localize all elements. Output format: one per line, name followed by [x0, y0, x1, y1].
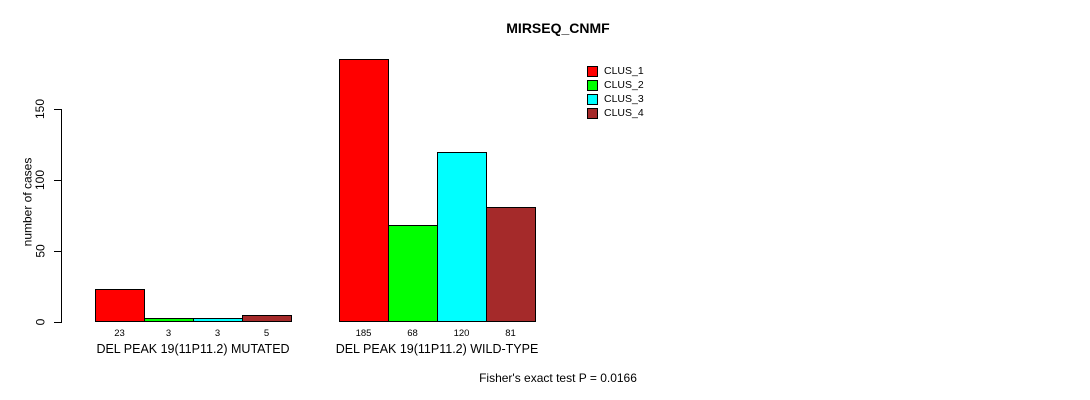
- bar-value-label: 3: [165, 328, 172, 339]
- legend-label: CLUS_3: [604, 93, 644, 105]
- legend-swatch: [587, 94, 598, 105]
- legend-label: CLUS_1: [604, 65, 644, 77]
- legend-label: CLUS_4: [604, 107, 644, 119]
- bar: [95, 289, 145, 322]
- x-group-label: DEL PEAK 19(11P11.2) MUTATED: [96, 342, 290, 356]
- y-axis-line: [61, 109, 62, 323]
- y-axis-label: number of cases: [19, 157, 34, 246]
- bar-value-label: 120: [453, 328, 470, 339]
- bar-value-label: 5: [263, 328, 270, 339]
- legend-swatch: [587, 80, 598, 91]
- y-tick: [54, 251, 61, 252]
- bar: [437, 152, 487, 322]
- bar-value-label: 23: [114, 328, 125, 339]
- legend-label: CLUS_2: [604, 79, 644, 91]
- y-tick-label: 150: [33, 98, 48, 120]
- y-tick-label: 100: [33, 169, 48, 191]
- fisher-test-annotation: Fisher's exact test P = 0.0166: [479, 371, 637, 385]
- bar: [242, 315, 292, 322]
- bar: [144, 318, 194, 322]
- bar: [339, 59, 389, 322]
- bar: [193, 318, 243, 322]
- y-tick-label: 50: [33, 244, 48, 258]
- y-tick: [54, 322, 61, 323]
- chart-title: MIRSEQ_CNMF: [506, 20, 610, 36]
- y-tick-label: 0: [32, 318, 47, 326]
- legend-swatch: [587, 66, 598, 77]
- bar-value-label: 68: [407, 328, 418, 339]
- bar-value-label: 3: [214, 328, 221, 339]
- bar-value-label: 81: [505, 328, 516, 339]
- bar-value-label: 185: [355, 328, 372, 339]
- x-group-label: DEL PEAK 19(11P11.2) WILD-TYPE: [335, 342, 539, 356]
- bar: [486, 207, 536, 322]
- y-tick: [54, 180, 61, 181]
- bar: [388, 225, 438, 322]
- y-tick: [54, 109, 61, 110]
- legend-swatch: [587, 108, 598, 119]
